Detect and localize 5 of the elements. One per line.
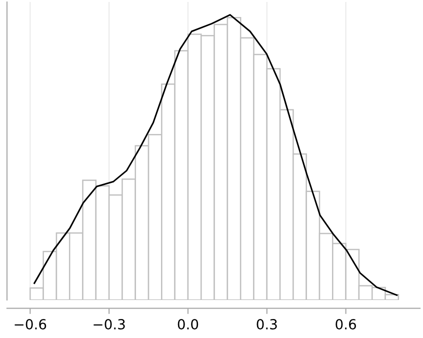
x-tick-label: 0.3 xyxy=(256,318,277,330)
x-tick-label: −0.6 xyxy=(14,318,46,330)
x-tick-label: 0.6 xyxy=(336,318,356,330)
x-tick-label: 0.0 xyxy=(178,318,198,330)
x-tick-label: −0.3 xyxy=(94,318,125,330)
